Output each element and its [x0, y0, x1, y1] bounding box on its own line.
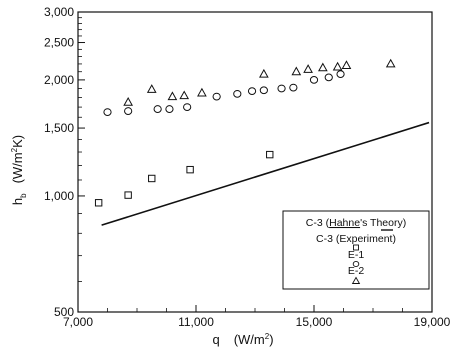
y-tick-label-2: 1,500: [44, 121, 74, 135]
tick-group: 500 1,000 1,500 2,000 2,500 3,000 7,000 11,000 1…: [44, 5, 451, 329]
triangle-marker: [332, 61, 343, 71]
circle-marker: [183, 103, 192, 111]
y-axis-unit-tail: K): [10, 135, 25, 148]
triangle-marker: [385, 58, 396, 68]
x-tick-label-1: 11,000: [178, 315, 214, 329]
legend-square-sample: [353, 244, 359, 251]
y-tick-label-3: 2,000: [44, 73, 74, 87]
triangle-marker: [291, 66, 302, 76]
legend-entry-1: C-3 (Experiment): [316, 233, 396, 245]
triangle-marker: [303, 64, 313, 73]
square-marker: [266, 150, 274, 159]
y-axis-unit-sup: 2: [10, 147, 19, 152]
circle-marker: [165, 105, 174, 113]
circle-marker: [289, 83, 298, 92]
legend-entry-underlined: Hahne: [329, 217, 360, 229]
circle-marker: [124, 107, 133, 115]
series-circle: [103, 70, 345, 116]
legend-triangle-sample: [351, 276, 361, 284]
y-axis-unit: (W/m: [10, 152, 25, 183]
series-group: [94, 58, 430, 226]
series-line: [101, 121, 430, 226]
legend-entry-prefix: C-3 (Experiment): [316, 233, 396, 245]
series-square: [94, 150, 274, 207]
x-tick-label-0: 7,000: [63, 315, 93, 329]
x-axis-symbol: q: [212, 332, 219, 347]
y-tick-label-4: 2,500: [44, 36, 74, 50]
legend: C-3 (Hahne's Theory) C-3 (Experiment) E-1 E…: [282, 210, 430, 290]
legend-entry-prefix: E-1: [348, 249, 365, 261]
x-tick-label-3: 19,000: [414, 315, 451, 329]
legend-entry-prefix: C-3 (: [306, 217, 330, 229]
circle-marker: [247, 87, 257, 96]
legend-entry-0: C-3 (Hahne's Theory): [306, 217, 406, 229]
triangle-marker: [197, 87, 207, 97]
circle-marker: [103, 108, 112, 116]
triangle-marker: [167, 91, 178, 101]
triangle-marker: [123, 97, 133, 106]
triangle-marker: [179, 90, 190, 100]
square-marker: [124, 191, 132, 199]
y-tick-label-0: 500: [54, 305, 74, 319]
y-tick-label-5: 3,000: [44, 5, 74, 19]
x-axis-unit: (W/m: [234, 332, 265, 347]
y-tick-label-1: 1,000: [44, 189, 74, 203]
legend-entry-2: E-1: [348, 249, 365, 261]
circle-marker: [233, 89, 242, 98]
circle-marker: [277, 84, 286, 93]
square-marker: [148, 174, 156, 183]
legend-entry-prefix: E-2: [348, 265, 365, 277]
circle-marker: [212, 92, 221, 101]
y-axis-label: hb (W/m2K): [10, 135, 28, 205]
y-axis-symbol: h: [10, 198, 25, 205]
x-axis-label: q (W/m2): [212, 332, 273, 347]
theory-line: [101, 121, 430, 226]
x-tick-label-2: 15,000: [296, 315, 333, 329]
series-triangle: [123, 58, 396, 106]
y-axis-symbol-sub: b: [19, 193, 28, 198]
circle-marker: [309, 75, 319, 84]
circle-marker: [153, 105, 162, 113]
circle-marker: [324, 73, 333, 82]
square-marker: [94, 199, 103, 207]
triangle-marker: [318, 62, 328, 72]
axis-labels: q (W/m2)hb(W/m2K): [10, 135, 274, 347]
x-axis-unit-close: ): [269, 332, 273, 347]
circle-marker: [336, 70, 345, 79]
square-marker: [186, 165, 194, 174]
legend-entry-3: E-2: [348, 265, 365, 277]
circle-marker: [259, 86, 268, 95]
triangle-marker: [341, 60, 352, 69]
triangle-marker: [259, 68, 269, 78]
legend-entry-suffix: 's Theory): [360, 217, 406, 229]
x-axis-unit-sup: 2: [265, 332, 270, 341]
legend-circle-sample: [352, 260, 360, 268]
triangle-marker: [146, 84, 157, 93]
